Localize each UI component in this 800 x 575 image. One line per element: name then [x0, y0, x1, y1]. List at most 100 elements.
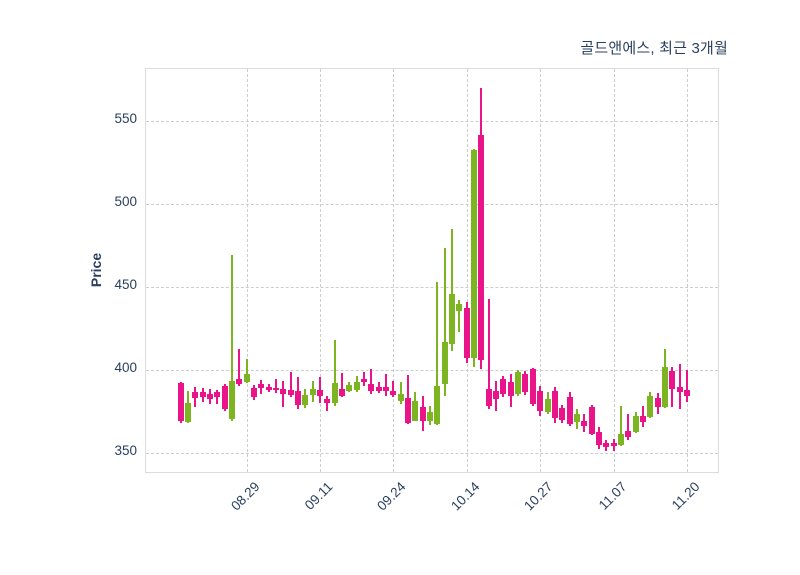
x-gridline	[393, 69, 395, 472]
candle-body	[221, 385, 228, 409]
x-tick-label: 09.11	[301, 479, 336, 513]
candle-body	[493, 390, 500, 400]
candle-wick	[627, 413, 630, 440]
candle-body	[338, 389, 345, 396]
candle-body	[331, 383, 338, 404]
candle-body	[353, 382, 360, 390]
x-tick-label: 10.27	[521, 479, 556, 514]
x-gridline	[466, 69, 468, 472]
y-tick-label: 550	[114, 111, 137, 126]
x-gridline	[613, 69, 615, 472]
candle-body	[368, 384, 375, 391]
candle-wick	[245, 359, 248, 384]
candle-wick	[458, 300, 461, 332]
candle-wick	[436, 282, 439, 425]
candle-body	[294, 390, 301, 405]
y-tick-label: 400	[114, 360, 137, 375]
candle-body	[610, 443, 617, 447]
candle-wick	[399, 381, 402, 405]
candle-body	[419, 407, 426, 421]
candle-body	[427, 412, 434, 421]
candle-body	[236, 379, 243, 385]
candle-body	[449, 294, 456, 345]
candle-body	[397, 394, 404, 401]
candle-body	[316, 389, 323, 396]
candle-wick	[363, 372, 365, 386]
candle-wick	[216, 389, 219, 405]
candle-wick	[685, 370, 688, 402]
candle-body	[559, 408, 566, 420]
candle-body	[639, 416, 646, 423]
candle-body	[471, 150, 478, 358]
candle-body	[383, 386, 390, 391]
candle-body	[214, 392, 221, 397]
candle-wick	[230, 255, 233, 421]
candle-wick	[238, 349, 241, 386]
candle-body	[412, 400, 419, 421]
candle-body	[463, 307, 470, 358]
candle-body	[192, 392, 199, 399]
candle-body	[272, 388, 279, 390]
x-tick-label: 11.07	[595, 479, 630, 513]
candle-wick	[451, 228, 454, 351]
y-gridline	[146, 287, 718, 288]
candle-wick	[619, 405, 622, 447]
candle-body	[654, 398, 661, 408]
x-tick-label: 09.24	[374, 479, 409, 514]
candle-wick	[487, 298, 490, 409]
candle-body	[258, 384, 265, 389]
candle-body	[228, 380, 235, 419]
candle-wick	[274, 379, 277, 394]
y-gridline	[146, 453, 718, 454]
candle-wick	[282, 380, 285, 408]
x-gridline	[540, 69, 542, 472]
candle-wick	[678, 364, 681, 409]
candle-body	[595, 432, 602, 445]
candle-body	[456, 304, 463, 312]
candle-body	[647, 395, 654, 418]
candle-body	[287, 389, 294, 395]
candle-body	[551, 390, 558, 419]
y-tick-label: 500	[114, 194, 137, 209]
y-gridline	[146, 370, 718, 371]
candle-body	[603, 443, 610, 448]
y-tick-label: 450	[114, 277, 137, 292]
candle-wick	[443, 247, 446, 396]
y-gridline	[146, 121, 718, 122]
candle-body	[265, 386, 272, 390]
candle-body	[478, 135, 485, 361]
candle-body	[206, 394, 213, 400]
x-tick-label: 10.14	[447, 479, 483, 514]
candle-body	[581, 420, 588, 427]
candle-body	[250, 388, 257, 397]
candle-body	[588, 407, 595, 434]
candle-body	[617, 433, 624, 445]
candle-body	[522, 374, 529, 393]
y-gridline	[146, 204, 718, 205]
candle-body	[683, 389, 690, 396]
candle-body	[405, 398, 412, 424]
candle-body	[529, 369, 536, 405]
x-gridline	[246, 69, 248, 472]
candle-wick	[326, 395, 329, 411]
x-tick-label: 08.29	[227, 479, 263, 514]
candle-body	[544, 399, 551, 413]
candle-body	[309, 389, 316, 395]
candle-wick	[340, 373, 343, 397]
candle-body	[375, 386, 382, 391]
candle-body	[280, 389, 287, 395]
candle-wick	[370, 369, 373, 395]
candle-body	[485, 389, 492, 406]
candle-body	[661, 366, 668, 407]
candle-body	[669, 370, 676, 390]
plot-area	[145, 68, 719, 473]
candle-wick	[333, 340, 336, 406]
candle-body	[199, 392, 206, 398]
candle-body	[515, 372, 522, 395]
candle-wick	[318, 376, 321, 404]
candle-body	[434, 385, 441, 424]
candle-body	[500, 379, 507, 395]
candle-body	[346, 384, 353, 391]
candle-wick	[392, 380, 395, 398]
